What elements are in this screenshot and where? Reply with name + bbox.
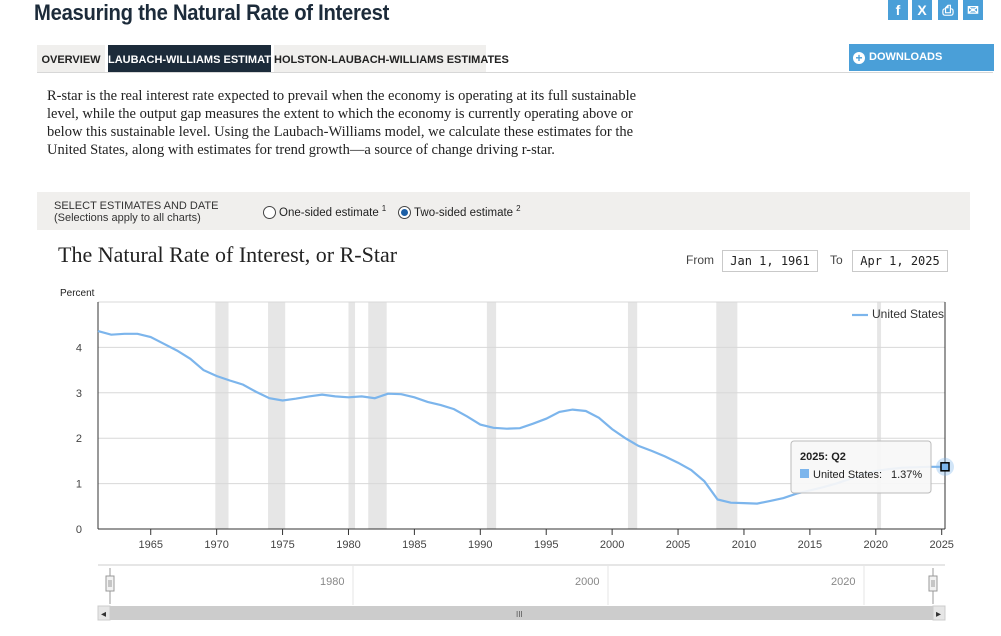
tooltip-value: 1.37% <box>891 469 922 481</box>
data-point-marker <box>940 462 950 472</box>
selection-note: (Selections apply to all charts) <box>54 212 201 224</box>
tab-holston-laubach-williams[interactable]: HOLSTON-LAUBACH-WILLIAMS ESTIMATES <box>274 45 509 72</box>
to-label: To <box>830 253 843 267</box>
tooltip-title: 2025: Q2 <box>800 451 846 463</box>
scroll-left-arrow-icon: ◂ <box>101 609 106 620</box>
recession-band <box>716 302 738 529</box>
x-tick-label: 2005 <box>666 539 690 551</box>
downloads-label: DOWNLOADS <box>869 51 943 63</box>
recession-band <box>627 302 638 529</box>
legend-label[interactable]: United States <box>872 307 944 321</box>
plus-circle-icon: + <box>853 52 865 64</box>
from-label: From <box>686 253 714 267</box>
y-tick-label: 3 <box>76 388 82 400</box>
radio-button-selected[interactable] <box>398 205 411 219</box>
tab-laubach-williams[interactable]: LAUBACH-WILLIAMS ESTIMATES <box>108 45 286 72</box>
page-title: Measuring the Natural Rate of Interest <box>34 0 390 25</box>
x-tick-label: 1990 <box>468 539 492 551</box>
scroll-left-button[interactable] <box>97 605 111 621</box>
x-tick-label: 1965 <box>138 539 162 551</box>
x-tick-label: 1985 <box>402 539 426 551</box>
selection-label: SELECT ESTIMATES AND DATE (Selections ap… <box>54 200 218 224</box>
downloads-button[interactable]: + DOWNLOADS <box>849 44 994 71</box>
y-tick-label: 4 <box>76 342 82 354</box>
navigator-label: 2000 <box>575 576 599 588</box>
recession-bands <box>215 302 882 529</box>
to-date-input[interactable]: Apr 1, 2025 <box>852 250 948 272</box>
footnote-marker[interactable]: 2 <box>516 204 521 213</box>
selection-bar <box>37 192 970 230</box>
scroll-right-button[interactable] <box>932 605 946 621</box>
chart-title: The Natural Rate of Interest, or R-Star <box>58 242 398 267</box>
x-tick-label: 2025 <box>929 539 953 551</box>
gridlines: 0 1 2 3 4 <box>76 301 945 536</box>
tab-overview[interactable]: OVERVIEW <box>37 45 105 72</box>
y-tick-label: 2 <box>76 433 82 445</box>
recession-band <box>486 302 497 529</box>
tooltip-series-label: United States: <box>813 469 882 481</box>
y-tick-label: 0 <box>76 524 82 536</box>
selection-title: SELECT ESTIMATES AND DATE <box>54 200 219 212</box>
scroll-right-arrow-icon: ▸ <box>936 609 941 620</box>
navigator-right-handle[interactable] <box>928 575 938 592</box>
x-tick-label: 2010 <box>732 539 756 551</box>
facebook-icon[interactable]: f <box>888 0 908 20</box>
radio-two-sided[interactable]: Two-sided estimate 2 <box>398 204 521 219</box>
recession-band <box>877 302 882 529</box>
y-tick-label: 1 <box>76 479 82 491</box>
x-tick-label: 1975 <box>270 539 294 551</box>
recession-band <box>215 302 229 529</box>
hover-marker <box>936 457 954 476</box>
radio-button[interactable] <box>263 205 276 219</box>
x-tick-label: 1970 <box>204 539 228 551</box>
intro-paragraph: R-star is the real interest rate expecte… <box>47 88 637 158</box>
email-icon[interactable]: ✉ <box>963 0 983 20</box>
y-axis-title: Percent <box>60 288 95 299</box>
radio-label: Two-sided estimate <box>414 206 514 219</box>
axes: 1965 1970 1975 1980 1985 1990 1995 2000 2005 2010… <box>97 302 954 551</box>
recession-band <box>368 302 387 529</box>
navigator-label: 2020 <box>831 576 855 588</box>
x-tick-label: 2015 <box>798 539 822 551</box>
navigator-label: 1980 <box>320 576 344 588</box>
navigator-left-handle[interactable] <box>105 575 115 592</box>
recession-band <box>348 302 356 529</box>
print-icon[interactable]: ⎙ <box>938 0 958 20</box>
radio-label: One-sided estimate <box>279 206 379 219</box>
tooltip-swatch <box>800 469 809 478</box>
x-twitter-icon[interactable]: X <box>912 0 932 20</box>
scrollbar-grip-icon: III <box>516 610 523 619</box>
x-tick-label: 2020 <box>864 539 888 551</box>
tooltip: 2025: Q2 United States: 1.37% <box>790 440 932 494</box>
radio-one-sided[interactable]: One-sided estimate 1 <box>263 204 386 219</box>
navigator[interactable]: 1980 2000 2020 ◂ ▸ III <box>97 564 946 621</box>
scrollbar-thumb[interactable] <box>110 606 933 620</box>
legend[interactable]: United States <box>852 307 944 321</box>
x-tick-label: 1980 <box>336 539 360 551</box>
tooltip-box <box>790 440 932 494</box>
footnote-marker[interactable]: 1 <box>381 204 387 213</box>
x-tick-label: 2000 <box>600 539 624 551</box>
tab-divider <box>37 72 993 73</box>
x-tick-label: 1995 <box>534 539 558 551</box>
recession-band <box>268 302 286 529</box>
from-date-input[interactable]: Jan 1, 1961 <box>722 250 818 272</box>
